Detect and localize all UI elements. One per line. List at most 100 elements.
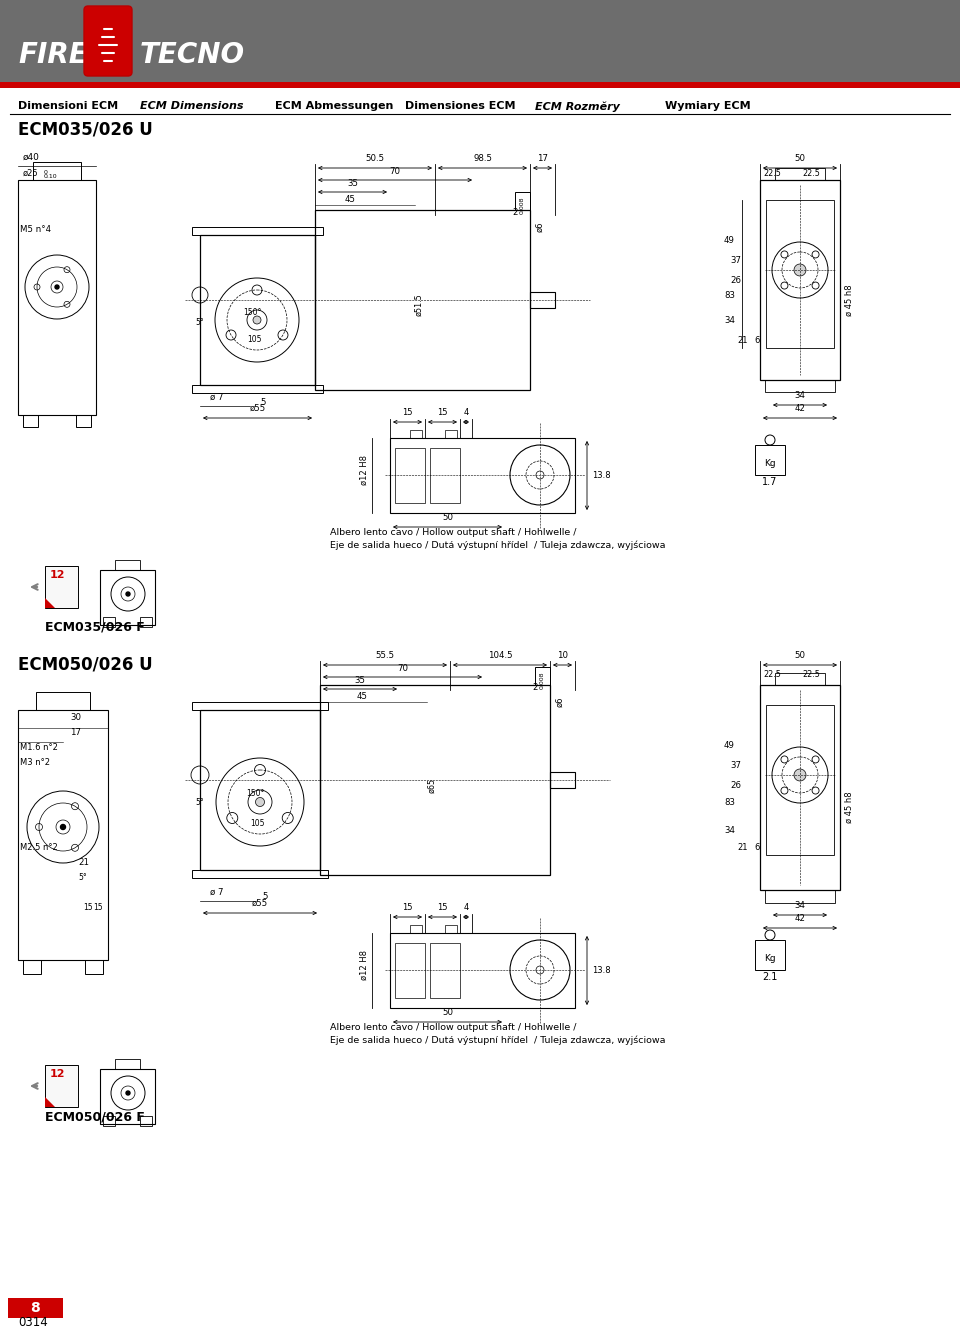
Text: 22.5: 22.5 bbox=[763, 169, 780, 178]
Text: 50: 50 bbox=[795, 154, 805, 164]
Bar bbox=[760, 685, 840, 890]
Bar bbox=[530, 292, 555, 308]
Text: M3 n°2: M3 n°2 bbox=[20, 758, 50, 767]
Bar bbox=[140, 1116, 152, 1126]
Text: 21: 21 bbox=[78, 858, 89, 868]
Text: ø55: ø55 bbox=[252, 898, 268, 908]
Text: 10: 10 bbox=[557, 650, 568, 660]
Bar bbox=[445, 430, 457, 439]
Text: ø12 H8: ø12 H8 bbox=[360, 949, 369, 980]
Bar bbox=[115, 1059, 140, 1069]
Bar bbox=[755, 940, 785, 970]
Text: Kg: Kg bbox=[764, 953, 776, 963]
Text: 17: 17 bbox=[537, 154, 548, 164]
Text: Dimensioni ECM: Dimensioni ECM bbox=[18, 101, 118, 111]
Bar bbox=[0, 82, 960, 89]
Circle shape bbox=[794, 768, 806, 780]
Text: ø 45 h8: ø 45 h8 bbox=[845, 791, 854, 823]
Text: 45: 45 bbox=[345, 194, 355, 204]
Text: ø 45 h8: ø 45 h8 bbox=[845, 284, 854, 316]
Bar bbox=[395, 943, 425, 998]
Text: ø 7: ø 7 bbox=[210, 393, 224, 402]
Text: 15: 15 bbox=[83, 902, 92, 912]
Text: 21: 21 bbox=[737, 335, 748, 345]
Text: 5°: 5° bbox=[78, 873, 86, 882]
Bar bbox=[140, 617, 152, 628]
Text: 4: 4 bbox=[464, 902, 468, 912]
Text: TECNO: TECNO bbox=[140, 42, 245, 68]
Text: 150°: 150° bbox=[243, 308, 261, 316]
Text: 15: 15 bbox=[93, 902, 103, 912]
Bar bbox=[315, 211, 530, 390]
Text: ø65: ø65 bbox=[427, 778, 436, 793]
Bar bbox=[445, 925, 457, 933]
Bar bbox=[550, 772, 575, 789]
Text: 22.5: 22.5 bbox=[802, 169, 820, 178]
Text: M1.6 n°2: M1.6 n°2 bbox=[20, 743, 58, 752]
Text: 0: 0 bbox=[44, 170, 48, 174]
Text: ø40: ø40 bbox=[23, 153, 40, 162]
Text: 8: 8 bbox=[30, 1301, 40, 1316]
Text: 105: 105 bbox=[247, 335, 261, 345]
Bar bbox=[430, 943, 460, 998]
Text: Eje de salida hueco / Dutá výstupní hřídel  / Tuleja zdawcza, wyjściowa: Eje de salida hueco / Dutá výstupní hříd… bbox=[330, 540, 665, 550]
Text: 13.8: 13.8 bbox=[592, 471, 611, 480]
Text: ø25: ø25 bbox=[23, 169, 38, 178]
Bar bbox=[515, 192, 530, 211]
Text: 50: 50 bbox=[795, 650, 805, 660]
Bar bbox=[192, 385, 323, 393]
Circle shape bbox=[253, 316, 261, 325]
Text: 0.008: 0.008 bbox=[540, 672, 545, 689]
Text: 15: 15 bbox=[437, 408, 447, 417]
Text: 12: 12 bbox=[49, 570, 64, 581]
Text: 0.10: 0.10 bbox=[44, 174, 58, 178]
Bar bbox=[18, 709, 108, 960]
Bar bbox=[390, 933, 575, 1008]
Bar bbox=[192, 227, 323, 235]
Bar bbox=[320, 685, 550, 874]
Text: Albero lento cavo / Hollow output shaft / Hohlwelle /: Albero lento cavo / Hollow output shaft … bbox=[330, 528, 577, 536]
Text: 42: 42 bbox=[795, 915, 805, 923]
Text: 22.5: 22.5 bbox=[763, 670, 780, 679]
Text: M2.5 n°2: M2.5 n°2 bbox=[20, 843, 58, 852]
Bar bbox=[395, 448, 425, 503]
Bar bbox=[76, 414, 91, 426]
Text: Dimensiones ECM: Dimensiones ECM bbox=[405, 101, 516, 111]
Text: 35: 35 bbox=[347, 178, 358, 188]
Text: 83: 83 bbox=[724, 291, 735, 299]
Text: 15: 15 bbox=[402, 902, 413, 912]
Text: ECM050/026 F: ECM050/026 F bbox=[45, 1110, 145, 1122]
Bar bbox=[103, 617, 115, 628]
Bar bbox=[200, 235, 315, 385]
Text: 5: 5 bbox=[262, 892, 268, 901]
Text: ECM050/026 U: ECM050/026 U bbox=[18, 654, 153, 673]
Bar bbox=[775, 673, 825, 685]
Text: 55.5: 55.5 bbox=[375, 650, 395, 660]
Circle shape bbox=[255, 798, 265, 806]
Text: 50: 50 bbox=[442, 514, 453, 522]
Text: ø51.5: ø51.5 bbox=[414, 294, 423, 316]
Text: Eje de salida hueco / Dutá výstupní hřídel  / Tuleja zdawcza, wyjściowa: Eje de salida hueco / Dutá výstupní hříd… bbox=[330, 1035, 665, 1045]
Text: 26: 26 bbox=[730, 780, 741, 790]
Bar bbox=[430, 448, 460, 503]
Bar bbox=[192, 870, 328, 878]
Bar bbox=[85, 960, 103, 974]
Circle shape bbox=[126, 591, 130, 595]
Text: 6: 6 bbox=[754, 842, 759, 852]
Text: 6: 6 bbox=[754, 335, 759, 345]
Bar bbox=[115, 561, 140, 570]
Bar bbox=[390, 439, 575, 514]
Text: 37: 37 bbox=[730, 256, 741, 264]
Text: Albero lento cavo / Hollow output shaft / Hohlwelle /: Albero lento cavo / Hollow output shaft … bbox=[330, 1023, 577, 1033]
Text: 50.5: 50.5 bbox=[366, 154, 385, 164]
Text: 83: 83 bbox=[724, 798, 735, 806]
Text: 49: 49 bbox=[724, 740, 734, 750]
Text: 0314: 0314 bbox=[18, 1316, 48, 1329]
Text: 2: 2 bbox=[532, 683, 538, 692]
Text: 34: 34 bbox=[795, 392, 805, 400]
Bar bbox=[766, 200, 834, 349]
Text: 0.008: 0.008 bbox=[520, 197, 525, 215]
Text: 5: 5 bbox=[260, 398, 266, 408]
Bar bbox=[775, 168, 825, 180]
Text: M5 n°4: M5 n°4 bbox=[20, 225, 51, 233]
